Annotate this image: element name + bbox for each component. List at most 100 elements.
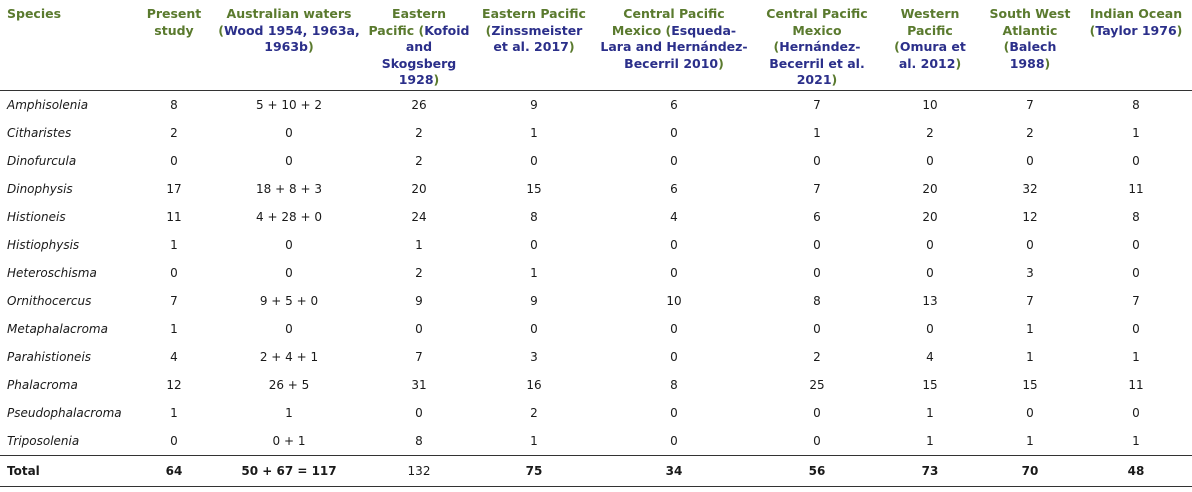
cell-hernandez: 0 bbox=[813, 433, 821, 448]
table-row: Histioneis 11 4 + 28 + 0 24 8 4 6 20 12 8 bbox=[0, 203, 1192, 231]
cell-present: 12 bbox=[166, 377, 182, 392]
cell-present: 0 bbox=[170, 433, 178, 448]
cell-hernandez: 7 bbox=[813, 181, 821, 196]
cell-australian: 18 + 8 + 3 bbox=[256, 181, 322, 196]
cell-hernandez: 8 bbox=[813, 293, 821, 308]
header-kofoid: Eastern Pacific (Kofoid and Skogsberg 19… bbox=[368, 6, 470, 88]
species-name: Histioneis bbox=[7, 209, 66, 224]
cell-taylor: 0 bbox=[1132, 153, 1140, 168]
total-present: 64 bbox=[165, 463, 183, 478]
ref-esqueda[interactable]: Esqueda-Lara and Hernández-Becerril 2010 bbox=[600, 22, 748, 71]
table-row: Pseudophalacroma 1 1 0 2 0 0 1 0 0 bbox=[0, 399, 1192, 427]
cell-balech: 1 bbox=[1026, 321, 1034, 336]
cell-present: 17 bbox=[166, 181, 182, 196]
cell-kofoid: 2 bbox=[415, 265, 423, 280]
ref-wood[interactable]: Wood 1954, 1963a, 1963b bbox=[224, 22, 360, 55]
cell-taylor: 0 bbox=[1132, 321, 1140, 336]
cell-taylor: 11 bbox=[1128, 181, 1144, 196]
cell-balech: 0 bbox=[1026, 405, 1034, 420]
ref-kofoid[interactable]: Kofoid and Skogsberg 1928 bbox=[381, 22, 470, 88]
ref-zinssmeister[interactable]: Zinssmeister et al. 2017 bbox=[491, 22, 583, 55]
cell-esqueda: 0 bbox=[670, 125, 678, 140]
table-row: Histiophysis 1 0 1 0 0 0 0 0 0 bbox=[0, 231, 1192, 259]
ref-taylor[interactable]: Taylor 1976 bbox=[1095, 22, 1177, 38]
cell-omura: 0 bbox=[926, 237, 934, 252]
cell-omura: 20 bbox=[922, 181, 938, 196]
header-taylor: Indian Ocean (Taylor 1976) bbox=[1089, 6, 1183, 38]
cell-present: 0 bbox=[170, 153, 178, 168]
cell-present: 8 bbox=[170, 97, 178, 112]
cell-balech: 32 bbox=[1022, 181, 1038, 196]
ref-balech[interactable]: Balech 1988 bbox=[1009, 39, 1057, 71]
cell-esqueda: 0 bbox=[670, 405, 678, 420]
table-row: Triposolenia 0 0 + 1 8 1 0 0 1 1 1 bbox=[0, 427, 1192, 456]
cell-hernandez: 6 bbox=[813, 209, 821, 224]
total-balech: 70 bbox=[1021, 463, 1039, 478]
ref-hernandez[interactable]: Hernández-Becerril et al. 2021 bbox=[769, 39, 865, 87]
cell-omura: 1 bbox=[926, 433, 934, 448]
species-name: Dinophysis bbox=[7, 181, 73, 196]
header-australian: Australian waters (Wood 1954, 1963a, 196… bbox=[218, 6, 360, 55]
cell-australian: 5 + 10 + 2 bbox=[256, 97, 322, 112]
cell-esqueda: 8 bbox=[670, 377, 678, 392]
table-row: Dinophysis 17 18 + 8 + 3 20 15 6 7 20 32 11 bbox=[0, 175, 1192, 203]
cell-present: 2 bbox=[170, 125, 178, 140]
cell-kofoid: 0 bbox=[415, 321, 423, 336]
cell-australian: 9 + 5 + 0 bbox=[259, 293, 319, 308]
cell-zinssmeister: 2 bbox=[530, 405, 538, 420]
cell-taylor: 8 bbox=[1132, 209, 1140, 224]
cell-australian: 26 + 5 bbox=[268, 377, 310, 392]
cell-taylor: 1 bbox=[1132, 349, 1140, 364]
cell-zinssmeister: 3 bbox=[530, 349, 538, 364]
header-esqueda: Central Pacific Mexico (Esqueda-Lara and… bbox=[600, 6, 748, 71]
total-zinssmeister: 75 bbox=[525, 463, 543, 478]
table-row: Amphisolenia 8 5 + 10 + 2 26 9 6 7 10 7 8 bbox=[0, 90, 1192, 119]
species-name: Parahistioneis bbox=[7, 349, 92, 364]
header-present-study: Present study bbox=[146, 6, 202, 38]
cell-zinssmeister: 1 bbox=[530, 125, 538, 140]
cell-present: 7 bbox=[170, 293, 178, 308]
ref-omura[interactable]: Omura et al. 2012 bbox=[898, 39, 966, 71]
cell-balech: 7 bbox=[1026, 293, 1034, 308]
total-australian: 50 + 67 = 117 bbox=[241, 463, 337, 478]
cell-australian: 2 + 4 + 1 bbox=[259, 349, 319, 364]
cell-esqueda: 0 bbox=[670, 349, 678, 364]
cell-present: 1 bbox=[170, 405, 178, 420]
cell-present: 11 bbox=[166, 209, 182, 224]
cell-present: 4 bbox=[170, 349, 178, 364]
cell-zinssmeister: 16 bbox=[526, 377, 542, 392]
total-taylor: 48 bbox=[1127, 463, 1145, 478]
cell-australian: 4 + 28 + 0 bbox=[256, 209, 322, 224]
species-name: Metaphalacroma bbox=[7, 321, 108, 336]
cell-hernandez: 2 bbox=[813, 349, 821, 364]
species-name: Histiophysis bbox=[7, 237, 80, 252]
species-name: Phalacroma bbox=[7, 377, 78, 392]
table-row: Dinofurcula 0 0 2 0 0 0 0 0 0 bbox=[0, 147, 1192, 175]
cell-kofoid: 26 bbox=[411, 97, 427, 112]
cell-australian: 0 bbox=[285, 237, 293, 252]
cell-omura: 0 bbox=[926, 321, 934, 336]
cell-esqueda: 0 bbox=[670, 237, 678, 252]
cell-omura: 0 bbox=[926, 153, 934, 168]
cell-zinssmeister: 0 bbox=[530, 321, 538, 336]
cell-zinssmeister: 1 bbox=[530, 433, 538, 448]
cell-hernandez: 1 bbox=[813, 125, 821, 140]
header-balech: South West Atlantic (Balech 1988) bbox=[989, 6, 1071, 71]
cell-esqueda: 0 bbox=[670, 153, 678, 168]
cell-zinssmeister: 0 bbox=[530, 153, 538, 168]
cell-zinssmeister: 1 bbox=[530, 265, 538, 280]
cell-kofoid: 7 bbox=[415, 349, 423, 364]
cell-taylor: 1 bbox=[1132, 433, 1140, 448]
cell-esqueda: 10 bbox=[666, 293, 682, 308]
cell-taylor: 11 bbox=[1128, 377, 1144, 392]
header-row: Species Present study Australian waters … bbox=[0, 0, 1192, 90]
total-hernandez: 56 bbox=[808, 463, 826, 478]
cell-omura: 10 bbox=[922, 97, 938, 112]
cell-balech: 2 bbox=[1026, 125, 1034, 140]
table-row: Citharistes 2 0 2 1 0 1 2 2 1 bbox=[0, 119, 1192, 147]
cell-kofoid: 2 bbox=[415, 125, 423, 140]
species-name: Dinofurcula bbox=[7, 153, 77, 168]
cell-hernandez: 25 bbox=[809, 377, 825, 392]
cell-balech: 0 bbox=[1026, 153, 1034, 168]
total-omura: 73 bbox=[921, 463, 939, 478]
